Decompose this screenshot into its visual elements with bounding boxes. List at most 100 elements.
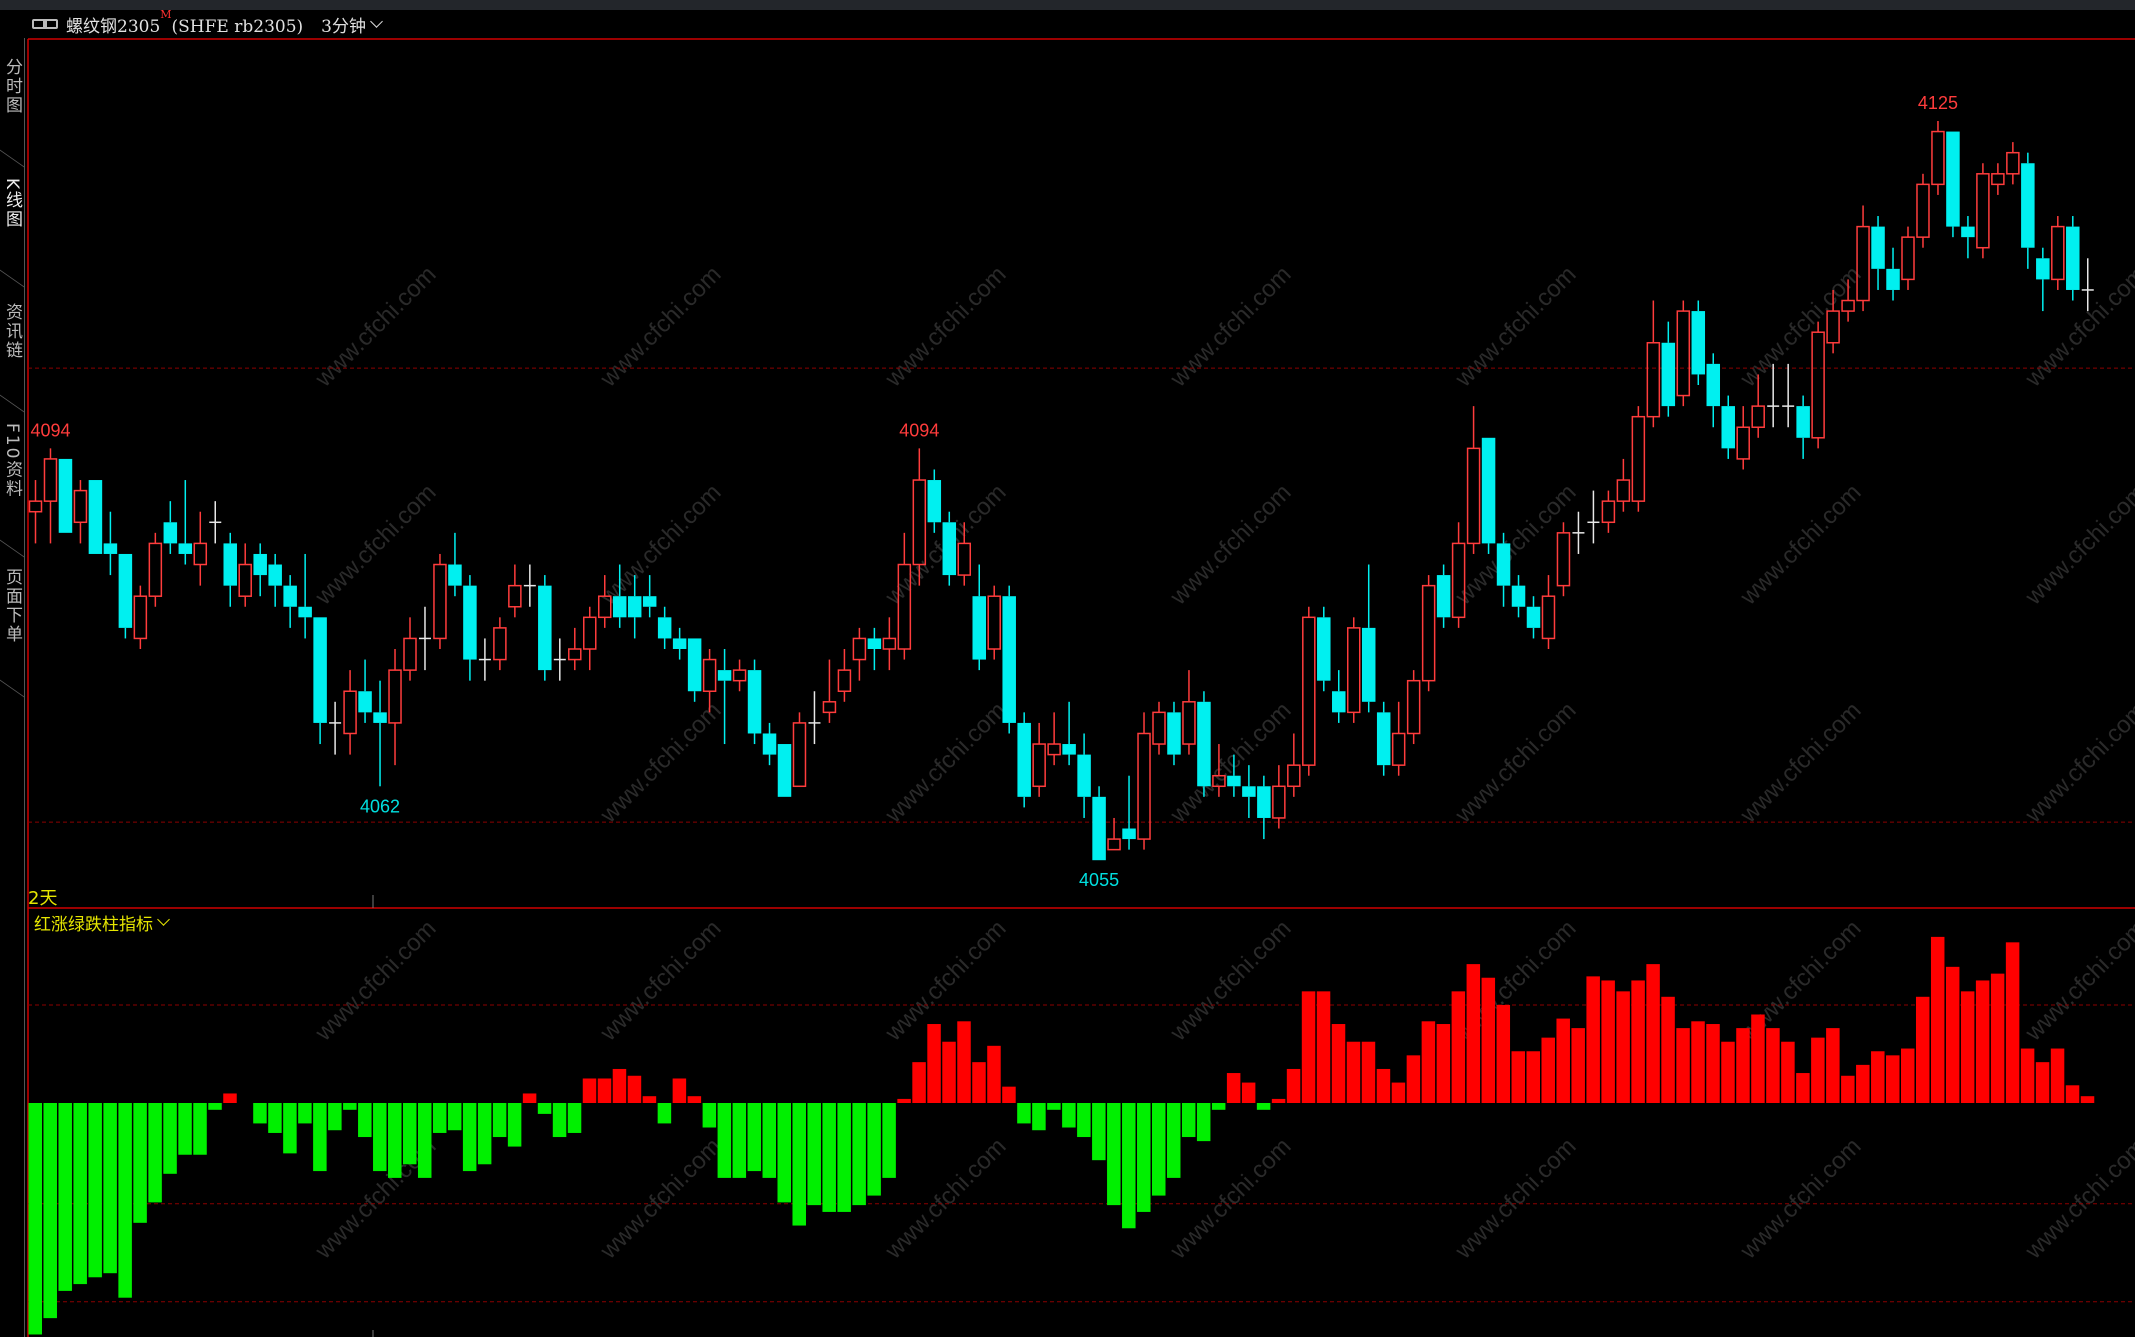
sidebar-tab-news-chain[interactable]: 资讯链	[2, 303, 22, 360]
indicator-bar-down	[1211, 1103, 1226, 1110]
candle	[1451, 522, 1466, 628]
candle	[73, 480, 88, 544]
candle	[1572, 511, 1585, 554]
watermark: www.cfchi.com	[879, 1133, 1011, 1265]
candle	[1212, 744, 1226, 797]
indicator-bar-down	[358, 1103, 372, 1138]
candle-body-down	[1092, 796, 1106, 861]
candle-body-up	[343, 690, 357, 735]
candle-body-up	[1272, 785, 1286, 819]
candle-body-up	[1976, 173, 1990, 249]
candle-body-down	[463, 585, 477, 660]
candle-body-down	[1167, 712, 1181, 755]
candle	[58, 458, 73, 533]
indicator-bar-down	[852, 1103, 866, 1206]
sidebar-tab-order-page[interactable]: 页面下单	[2, 568, 22, 644]
indicator-bar-up	[1361, 1041, 1376, 1103]
indicator-bar-down	[462, 1103, 477, 1172]
candle-body-up	[148, 542, 163, 597]
sidebar-tab-kline-chart[interactable]: K线图	[2, 178, 22, 230]
indicator-bar-down	[1017, 1103, 1031, 1124]
candle	[1931, 121, 1945, 195]
indicator-bar-up	[1826, 1028, 1840, 1103]
candle-body-down	[223, 543, 237, 586]
indicator-bar-up	[1960, 991, 1975, 1103]
candle	[1587, 490, 1600, 544]
candle	[223, 532, 237, 607]
indicator-bar-down	[807, 1103, 821, 1206]
candle	[1152, 701, 1166, 755]
candle-body-down	[612, 596, 627, 618]
candle-body-down	[2021, 163, 2035, 248]
watermark: www.cfchi.com	[2019, 1133, 2135, 1265]
candle	[1197, 691, 1211, 797]
watermark: www.cfchi.com	[309, 915, 441, 1047]
candle	[972, 564, 986, 671]
candle-body-down	[1002, 596, 1016, 723]
candle	[2081, 258, 2094, 312]
candle-body-down	[313, 617, 327, 723]
candle-body-up	[2051, 225, 2065, 281]
indicator-bar-down	[432, 1103, 447, 1133]
candle	[2051, 216, 2065, 290]
candle	[1601, 490, 1616, 533]
indicator-bar-up	[1226, 1073, 1241, 1103]
candle	[313, 617, 327, 745]
indicator-bar-down	[343, 1103, 357, 1110]
candle	[193, 511, 208, 586]
watermark: www.cfchi.com	[1734, 479, 1866, 611]
candle	[597, 575, 612, 628]
candle	[1916, 173, 1930, 248]
candle-body-up	[1346, 627, 1361, 714]
candle-body-down	[1376, 712, 1391, 766]
indicator-bar-down	[1047, 1103, 1061, 1110]
candle-body-down	[1257, 786, 1271, 818]
candle	[28, 480, 43, 544]
indicator-bar-up	[1541, 1037, 1555, 1103]
candle	[88, 480, 103, 554]
candle	[1886, 247, 1900, 301]
candle	[1661, 321, 1676, 417]
candle	[358, 659, 372, 723]
indicator-bar-up	[1691, 1021, 1705, 1103]
candle-body-up	[882, 637, 897, 650]
candle	[1137, 712, 1151, 850]
candle-body-down	[178, 543, 193, 554]
candle	[1182, 670, 1196, 755]
candle	[927, 469, 942, 533]
candle-body-up	[403, 637, 417, 671]
sidebar-tab-f10-info[interactable]: F10资料	[2, 423, 22, 499]
indicator-bar-up	[2005, 942, 2020, 1103]
indicator-bar-up	[1915, 996, 1930, 1103]
candle	[912, 448, 927, 586]
candle-body-down	[1946, 131, 1960, 227]
period-selector[interactable]: 3分钟	[321, 12, 383, 37]
candle-body-up	[1736, 426, 1750, 460]
candle	[508, 564, 522, 618]
watermark: www.cfchi.com	[1734, 697, 1866, 829]
candle	[403, 617, 417, 681]
candle-body-up	[1901, 236, 1915, 281]
candle	[568, 627, 582, 671]
sidebar-tab-minute-chart[interactable]: 分时图	[2, 58, 22, 115]
link-icon[interactable]	[32, 19, 58, 29]
candle	[238, 543, 252, 607]
indicator-bar-up	[1002, 1086, 1016, 1103]
chevron-down-icon	[370, 14, 383, 28]
candle-body-down	[253, 553, 267, 576]
candle-body-up	[1646, 342, 1661, 418]
indicator-bar-up	[1316, 991, 1331, 1103]
indicator-bar-up	[1601, 980, 1615, 1103]
indicator-bar-down	[1196, 1103, 1211, 1142]
candle-body-up	[837, 669, 852, 692]
candle	[837, 649, 852, 702]
watermark: www.cfchi.com	[2019, 697, 2135, 829]
indicator-selector[interactable]: 红涨绿跌柱指标	[34, 910, 170, 935]
candle-body-up	[1991, 173, 2005, 186]
candle-body-up	[1841, 299, 1855, 312]
candle	[1167, 701, 1181, 766]
candle	[1017, 712, 1031, 808]
indicator-bar-up	[627, 1075, 642, 1103]
indicator-bar-up	[2080, 1096, 2095, 1103]
